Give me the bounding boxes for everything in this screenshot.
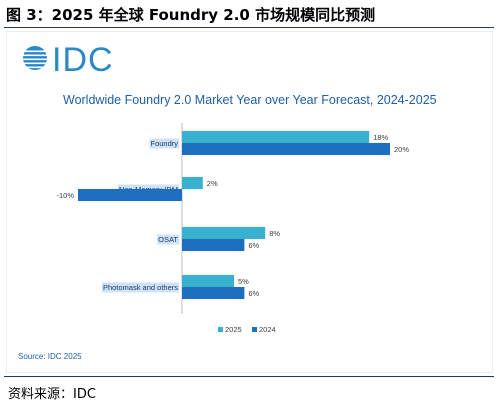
bar-2025 xyxy=(182,227,266,239)
idc-globe-logo-icon xyxy=(23,46,47,70)
top-divider xyxy=(4,27,494,28)
source-line: 资料来源：IDC xyxy=(8,387,96,402)
bar-2025 xyxy=(182,131,370,143)
bottom-divider xyxy=(4,376,494,377)
category-label: OSAT xyxy=(158,235,178,244)
category-label-highlight xyxy=(101,282,180,293)
chart-panel: IDC Worldwide Foundry 2.0 Market Year ov… xyxy=(6,31,493,373)
bar-2024 xyxy=(78,189,182,201)
category-label-highlight xyxy=(149,138,180,149)
idc-logo-text: IDC xyxy=(52,41,114,79)
legend-swatch-2025 xyxy=(218,327,223,332)
legend-label: 2025 xyxy=(225,325,242,334)
data-label: 6% xyxy=(248,289,259,298)
data-label: 5% xyxy=(238,277,249,286)
data-label: 8% xyxy=(269,229,280,238)
bar-2024 xyxy=(182,287,245,299)
data-label: 6% xyxy=(248,241,259,250)
data-label: 20% xyxy=(394,145,409,154)
chart-title: Worldwide Foundry 2.0 Market Year over Y… xyxy=(63,93,437,107)
data-label: 2% xyxy=(207,179,218,188)
legend-swatch-2024 xyxy=(252,327,257,332)
bar-2025 xyxy=(182,275,234,287)
category-label-highlight xyxy=(157,234,180,245)
bar-2025 xyxy=(182,177,203,189)
category-label: Foundry xyxy=(150,139,178,148)
bar-2024 xyxy=(182,143,390,155)
chart-source-note: Source: IDC 2025 xyxy=(18,352,82,361)
figure-title: 图 3：2025 年全球 Foundry 2.0 市场规模同比预测 xyxy=(6,6,376,24)
legend-label: 2024 xyxy=(259,325,276,334)
data-label: 18% xyxy=(373,133,388,142)
bar-2024 xyxy=(182,239,245,251)
category-label: Photomask and others xyxy=(103,283,178,292)
data-label: -10% xyxy=(56,191,74,200)
